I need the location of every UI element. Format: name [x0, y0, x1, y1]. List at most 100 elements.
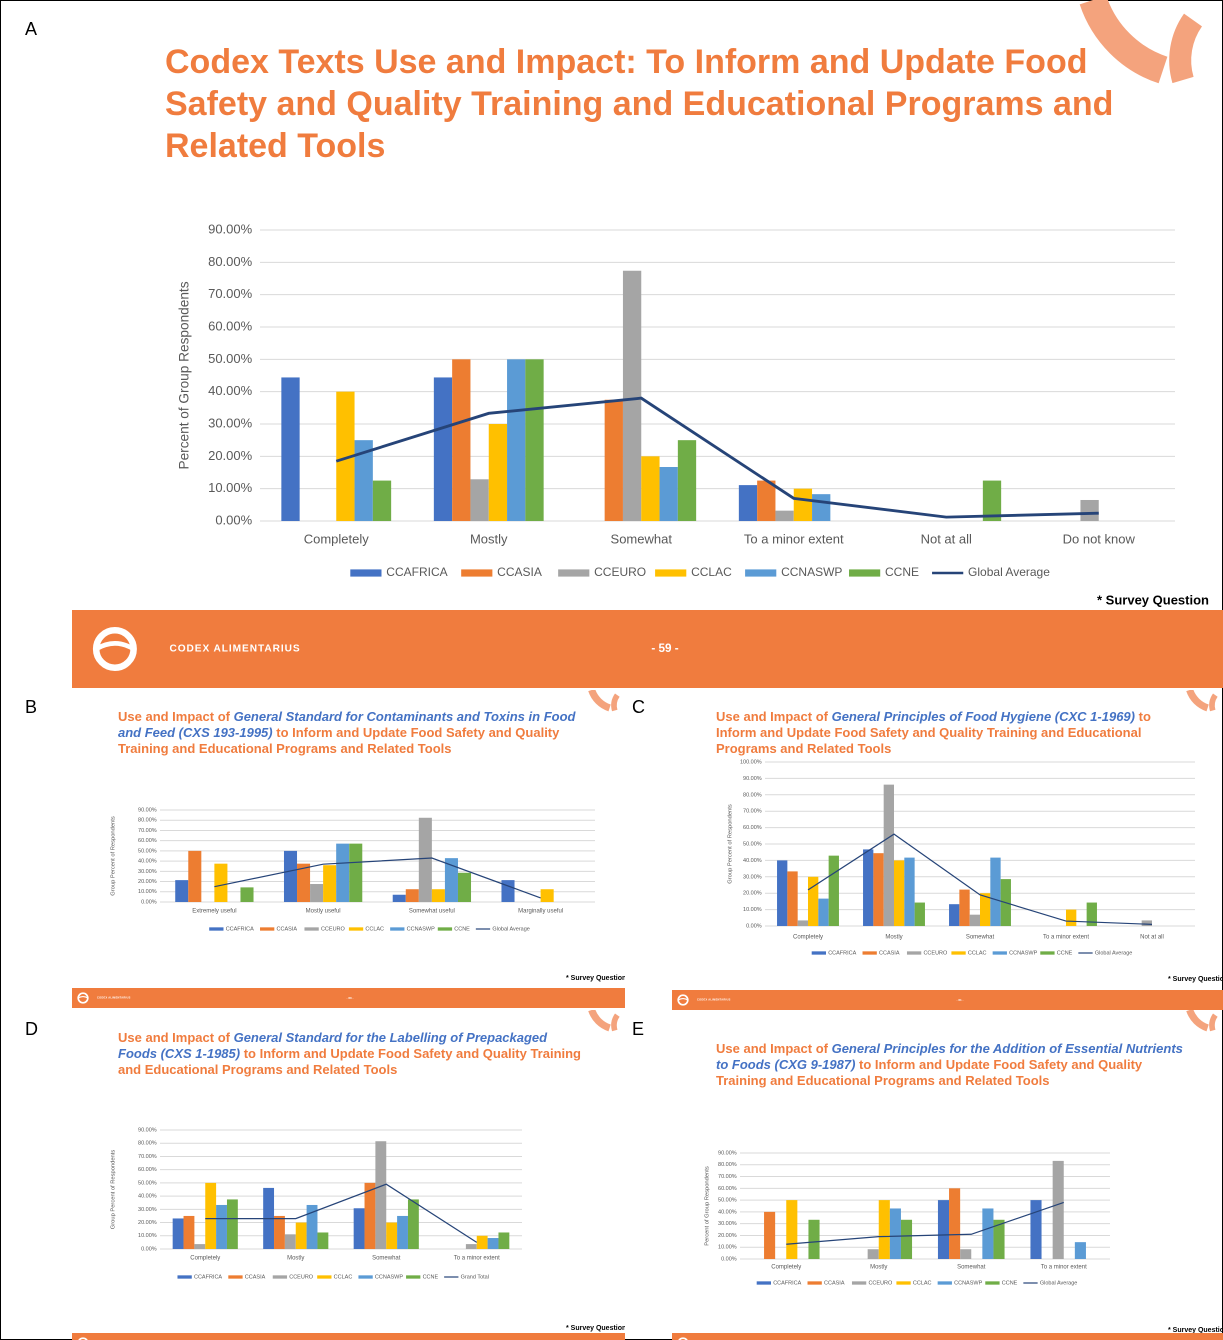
footer-text: CODEX ALIMENTARIUS [170, 644, 301, 655]
page: A0.00%10.00%20.00%30.00%40.00%50.00%60.0… [0, 0, 1223, 1340]
y-tick-label: 10.00% [718, 1245, 737, 1251]
y-tick-label: 10.00% [138, 1233, 157, 1239]
bar [406, 889, 419, 902]
note: * Survey Question [1168, 976, 1223, 983]
y-tick-label: 50.00% [208, 351, 253, 366]
legend-label: CCEURO [923, 950, 948, 956]
y-tick-label: 60.00% [138, 1167, 157, 1173]
y-tick-label: 40.00% [138, 859, 157, 865]
bar [890, 1208, 901, 1259]
x-tick-label: Mostly [885, 935, 902, 941]
bar [904, 858, 914, 926]
bar [949, 904, 959, 926]
legend-label: CCNASWP [781, 565, 842, 579]
x-tick-label: Somewhat [957, 1265, 986, 1271]
legend-label: Global Average [1040, 1280, 1078, 1286]
bar [240, 887, 253, 902]
x-tick-label: Somewhat [611, 531, 673, 546]
y-tick-label: 0.00% [746, 923, 762, 929]
charts: A0.00%10.00%20.00%30.00%40.00%50.00%60.0… [0, 0, 1223, 1340]
bar [829, 856, 839, 926]
panel-label: A [25, 19, 37, 39]
y-tick-label: 70.00% [138, 1154, 157, 1160]
y-tick-label: 0.00% [141, 899, 157, 905]
y-tick-label: 80.00% [208, 254, 253, 269]
legend-label: CCNASWP [954, 1280, 982, 1286]
bar [786, 1200, 797, 1259]
y-tick-label: 40.00% [208, 383, 253, 398]
legend-label: CCNE [454, 926, 470, 932]
legend-label: Global Average [968, 565, 1050, 579]
legend-label: CCASIA [277, 926, 298, 932]
decoration [1180, 20, 1193, 80]
legend-label: CCNE [1057, 950, 1073, 956]
page-number: - 61 - [956, 998, 963, 1002]
bar [739, 485, 757, 521]
decoration [614, 695, 617, 710]
legend-label: CCEURO [321, 926, 346, 932]
legend-label: CCEURO [289, 1274, 314, 1280]
bar [808, 1220, 819, 1259]
y-tick-label: 10.00% [208, 480, 253, 495]
legend-swatch [812, 951, 826, 954]
panel-label: C [632, 697, 645, 717]
bar [777, 860, 787, 926]
x-tick-label: Not at all [1140, 935, 1164, 941]
bar [498, 1232, 509, 1249]
bar [458, 873, 471, 902]
bar [470, 479, 488, 521]
decoration [1212, 1015, 1215, 1030]
y-axis-label: Group Percent of Respondents [111, 816, 117, 896]
x-tick-label: Mostly [870, 1265, 887, 1271]
bar [868, 1249, 879, 1259]
bar [386, 1223, 397, 1249]
legend-label: CCNASWP [375, 1274, 403, 1280]
x-tick-label: Somewhat [372, 1256, 401, 1262]
bar [296, 1223, 307, 1249]
bar [317, 1232, 328, 1249]
legend-swatch [863, 951, 877, 954]
bar [501, 880, 514, 902]
panel-label: D [25, 1019, 38, 1039]
legend-swatch [745, 569, 776, 576]
legend-swatch [808, 1281, 822, 1284]
bar [432, 889, 445, 902]
y-tick-label: 50.00% [138, 1180, 157, 1186]
bar [274, 1216, 285, 1249]
y-tick-label: 90.00% [138, 807, 157, 813]
legend-label: CCAFRICA [386, 565, 447, 579]
bar [336, 844, 349, 902]
legend-label: Grand Total [461, 1274, 489, 1280]
y-tick-label: 20.00% [138, 1220, 157, 1226]
bar [175, 880, 188, 902]
bar [798, 920, 808, 926]
legend-swatch [350, 569, 381, 576]
legend-label: CCAFRICA [226, 926, 254, 932]
legend-label: CCLAC [365, 926, 384, 932]
y-tick-label: 20.00% [138, 879, 157, 885]
bar [194, 1244, 205, 1249]
y-tick-label: 10.00% [743, 907, 762, 913]
legend-swatch [993, 951, 1007, 954]
bar [507, 359, 525, 521]
bar [281, 377, 299, 521]
legend-swatch [1040, 951, 1054, 954]
bar [970, 915, 980, 926]
legend-label: CCLAC [691, 565, 732, 579]
legend-label: CCLAC [334, 1274, 353, 1280]
y-tick-label: 80.00% [138, 1141, 157, 1147]
panel-label: E [632, 1019, 644, 1039]
chart-title: Use and Impact of General Principles of … [716, 709, 1186, 757]
legend-swatch [390, 927, 404, 930]
bar [452, 359, 470, 521]
panel-label: B [25, 697, 37, 717]
legend-swatch [304, 927, 318, 930]
x-tick-label: Mostly [470, 531, 508, 546]
legend-swatch [951, 951, 965, 954]
bar [641, 456, 659, 521]
bar [284, 851, 297, 902]
legend-swatch [852, 1281, 866, 1284]
bar [393, 895, 406, 902]
legend-swatch [461, 569, 492, 576]
legend-label: CCNASWP [1009, 950, 1037, 956]
